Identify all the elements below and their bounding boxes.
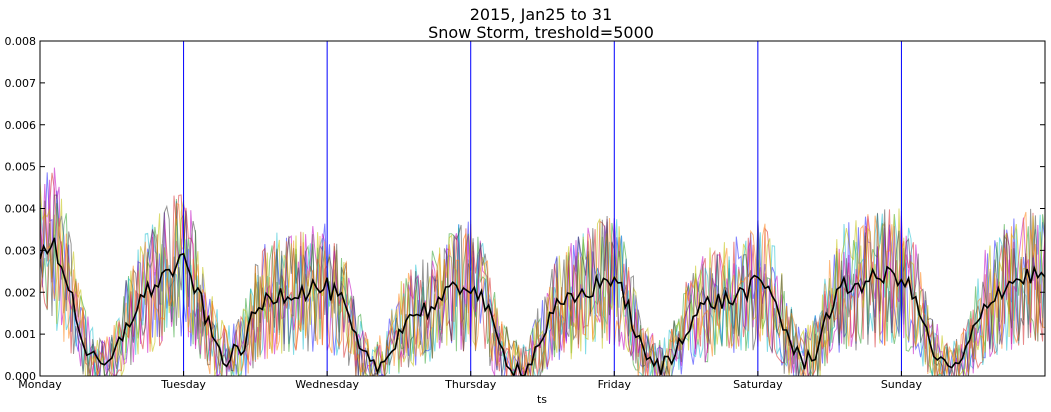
mean-series-group (40, 237, 1045, 376)
y-tick-label: 0.003 (5, 244, 37, 257)
y-tick-label: 0.001 (5, 328, 37, 341)
x-tick-label: Tuesday (160, 378, 206, 391)
x-tick-label: Friday (598, 378, 632, 391)
day-separators (183, 41, 902, 376)
mean-series-line (40, 237, 1045, 376)
background-series-line (40, 194, 1045, 376)
x-axis-label: ts (537, 393, 547, 406)
y-tick-label: 0.008 (5, 35, 37, 48)
y-axis: 0.000 0.001 0.002 0.003 0.004 0.005 0.006 0.007… (5, 35, 1045, 383)
background-series-line (40, 203, 1045, 376)
y-tick-label: 0.000 (5, 370, 37, 383)
y-tick-label: 0.007 (5, 77, 37, 90)
x-tick-label: Sunday (881, 378, 923, 391)
chart-subtitle: Snow Storm, treshold=5000 (428, 23, 654, 42)
x-tick-label: Monday (18, 378, 62, 391)
x-tick-label: Thursday (444, 378, 497, 391)
y-tick-label: 0.004 (5, 203, 37, 216)
x-tick-label: Wednesday (295, 378, 359, 391)
y-tick-label: 0.006 (5, 119, 37, 132)
background-series-line (40, 181, 1045, 376)
x-tick-label: Saturday (733, 378, 783, 391)
y-tick-label: 0.002 (5, 286, 37, 299)
background-series-group (40, 167, 1045, 376)
y-tick-label: 0.005 (5, 161, 37, 174)
x-axis: Monday Tuesday Wednesday Thursday Friday Satu… (18, 371, 922, 391)
chart-title: 2015, Jan25 to 31 (470, 5, 613, 24)
